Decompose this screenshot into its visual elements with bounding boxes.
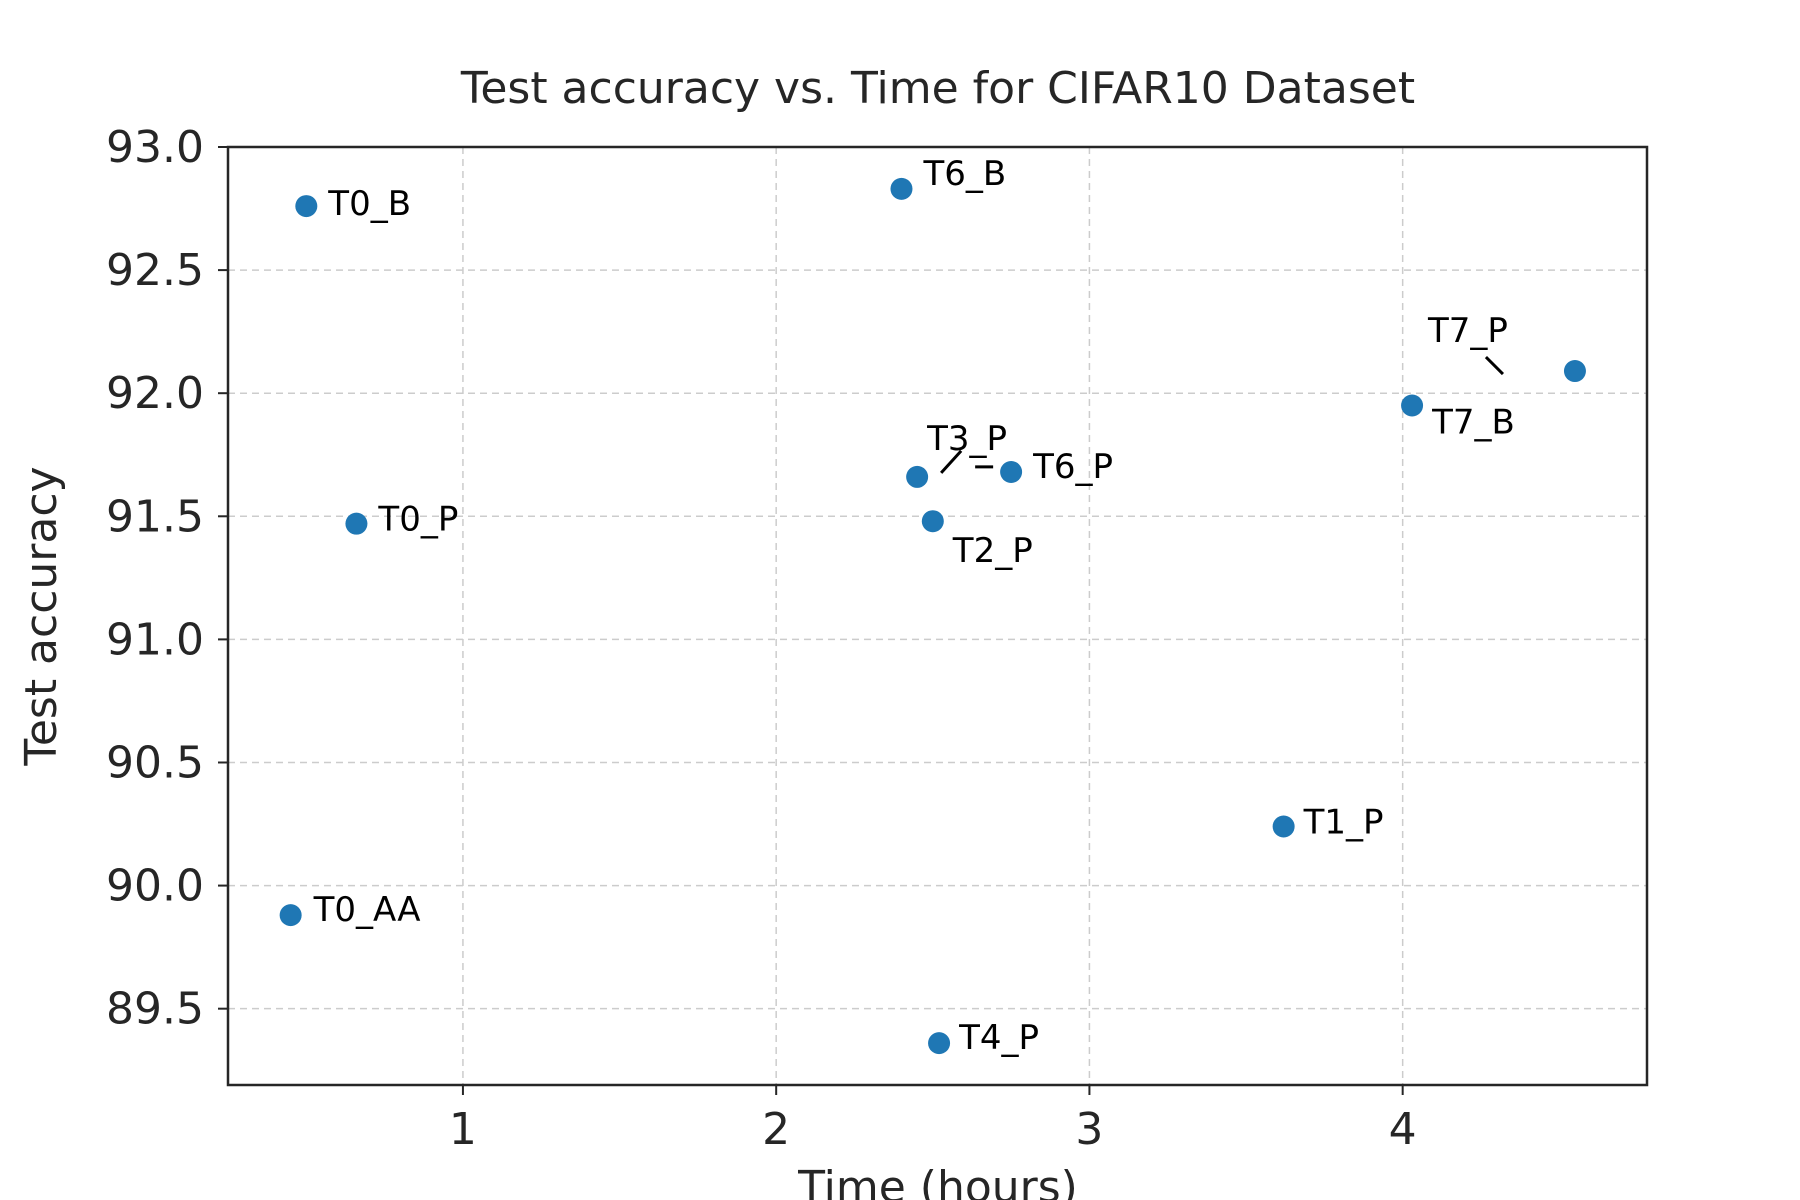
y-axis-label: Test accuracy [16, 466, 67, 766]
y-tick-label: 89.5 [106, 984, 204, 1035]
x-tick-label: 4 [1389, 1104, 1417, 1155]
point-label: T0_B [327, 184, 411, 224]
data-point [928, 1032, 951, 1055]
point-label: T1_P [1303, 802, 1384, 842]
data-point [1272, 815, 1295, 838]
data-point [906, 465, 929, 488]
y-tick-label: 90.5 [106, 737, 204, 788]
x-axis-label: Time (hours) [797, 1162, 1078, 1200]
y-tick-label: 90.0 [106, 861, 204, 912]
point-label: T7_B [1431, 403, 1515, 443]
data-point [279, 904, 302, 927]
data-point [921, 510, 944, 533]
y-tick-label: 92.0 [106, 368, 204, 419]
point-label: T6_P [1032, 447, 1113, 487]
grid-layer [228, 146, 1647, 1085]
y-tick-label: 92.5 [106, 245, 204, 296]
point-label: T4_P [958, 1018, 1039, 1058]
data-point [295, 195, 318, 218]
point-label: T2_P [952, 531, 1033, 571]
label-layer: T0_B T6_B T7_P T7_B T3_P T6_P T0_P T2_P T1_P T0_A… [313, 154, 1515, 1058]
data-point [1563, 360, 1586, 383]
leader-layer [940, 355, 1505, 474]
x-tick-label: 1 [449, 1104, 477, 1155]
x-tick-label: 2 [762, 1104, 790, 1155]
leader-line [1484, 355, 1505, 376]
point-label: T6_B [922, 154, 1006, 194]
y-tick-label: 93.0 [106, 122, 204, 173]
plot-frame [226, 145, 1649, 1087]
data-point [890, 177, 913, 200]
y-tick-label: 91.5 [106, 491, 204, 542]
chart-title: Test accuracy vs. Time for CIFAR10 Datas… [460, 63, 1415, 114]
data-point [1401, 394, 1424, 417]
x-tick-label: 3 [1075, 1104, 1103, 1155]
leader-line [940, 449, 963, 474]
data-point [345, 512, 368, 535]
data-point [1000, 460, 1023, 483]
point-label: T0_P [377, 500, 458, 540]
point-layer [279, 177, 1586, 1055]
point-label: T0_AA [313, 890, 421, 930]
point-label: T3_P [926, 419, 1007, 459]
axis-layer: 1 2 3 4 89.5 90.0 90.5 91.0 91.5 92.0 92.5 93.0 [106, 122, 1649, 1155]
y-tick-label: 91.0 [106, 614, 204, 665]
point-label: T7_P [1427, 311, 1508, 351]
